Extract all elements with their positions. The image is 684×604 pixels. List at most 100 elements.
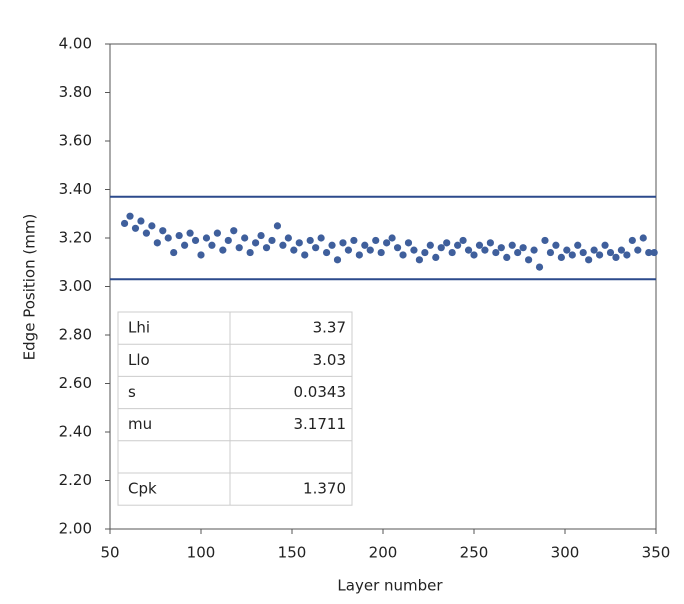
data-point xyxy=(126,212,134,220)
data-point xyxy=(120,219,129,228)
data-point xyxy=(464,246,473,254)
table-value: 3.1711 xyxy=(294,415,347,433)
data-point xyxy=(159,227,167,235)
data-point xyxy=(410,246,418,254)
data-point xyxy=(601,241,609,249)
data-point xyxy=(186,229,194,237)
data-point xyxy=(153,239,161,247)
table-label: s xyxy=(128,383,136,401)
y-tick-label: 4.00 xyxy=(59,35,92,53)
y-tick-label: 2.40 xyxy=(59,423,92,441)
data-point xyxy=(361,241,369,249)
data-point xyxy=(295,239,303,247)
data-point xyxy=(131,224,140,232)
data-point xyxy=(301,251,309,259)
data-point xyxy=(328,241,336,249)
table-value: 3.37 xyxy=(313,319,346,337)
data-point xyxy=(268,236,276,245)
data-point xyxy=(224,236,232,245)
data-point xyxy=(252,239,260,247)
x-tick-label: 150 xyxy=(278,544,307,562)
data-point xyxy=(257,231,265,240)
table-value: 0.0343 xyxy=(294,383,347,401)
data-point xyxy=(568,251,576,259)
data-point xyxy=(563,246,571,254)
x-tick-label: 100 xyxy=(187,544,216,562)
data-point xyxy=(170,248,178,257)
y-tick-label: 3.20 xyxy=(59,229,92,247)
data-point xyxy=(235,244,243,252)
data-point xyxy=(541,236,549,245)
y-tick-label: 2.60 xyxy=(59,374,92,392)
data-point xyxy=(333,256,342,264)
data-point xyxy=(459,236,467,245)
data-point xyxy=(623,251,631,259)
data-point xyxy=(148,222,156,230)
data-point xyxy=(432,253,440,261)
data-point xyxy=(415,256,423,264)
data-point xyxy=(191,236,200,245)
data-point xyxy=(448,248,456,257)
data-point xyxy=(279,241,287,249)
data-point xyxy=(350,236,358,245)
table-label: Lhi xyxy=(128,319,150,337)
data-point xyxy=(230,227,238,235)
x-axis-label: Layer number xyxy=(337,577,443,595)
data-point xyxy=(628,236,636,245)
data-point xyxy=(393,244,402,252)
data-point xyxy=(372,236,380,245)
data-point xyxy=(650,248,658,257)
data-point xyxy=(181,241,189,249)
data-point xyxy=(322,248,331,257)
data-point xyxy=(612,253,620,261)
data-point xyxy=(262,244,271,252)
data-point xyxy=(634,246,642,254)
data-point xyxy=(355,251,363,259)
data-point xyxy=(557,253,565,261)
data-point xyxy=(377,248,385,257)
data-point xyxy=(306,236,314,245)
table-value: 3.03 xyxy=(313,351,346,369)
data-point xyxy=(290,246,298,254)
data-point xyxy=(497,244,505,252)
y-tick-label: 2.80 xyxy=(59,326,92,344)
data-point xyxy=(142,229,150,237)
data-point xyxy=(246,248,254,257)
y-tick-label: 2.00 xyxy=(59,520,92,538)
data-point xyxy=(273,222,282,230)
data-point xyxy=(164,234,172,242)
data-point xyxy=(197,251,205,259)
data-point xyxy=(399,251,407,259)
data-point xyxy=(339,239,347,247)
y-tick-label: 3.80 xyxy=(59,83,92,101)
data-point xyxy=(508,241,516,249)
data-point xyxy=(470,251,478,259)
data-point xyxy=(590,246,598,254)
x-tick-label: 350 xyxy=(642,544,671,562)
data-point xyxy=(514,248,522,257)
y-tick-label: 2.20 xyxy=(59,471,92,489)
data-point xyxy=(639,234,647,242)
data-point xyxy=(552,241,560,249)
data-point xyxy=(137,217,145,225)
table-label: Llo xyxy=(128,351,150,369)
data-point xyxy=(574,241,582,249)
data-point xyxy=(383,239,391,247)
x-tick-label: 50 xyxy=(100,544,119,562)
data-point xyxy=(404,239,413,247)
x-tick-label: 250 xyxy=(460,544,489,562)
data-point xyxy=(437,244,445,252)
table-label: Cpk xyxy=(128,480,157,498)
data-point xyxy=(486,239,494,247)
data-point xyxy=(492,248,500,257)
data-point xyxy=(366,246,374,254)
table-label: mu xyxy=(128,415,152,433)
data-point xyxy=(585,256,593,264)
data-point xyxy=(312,244,320,252)
data-point xyxy=(645,248,653,257)
data-point xyxy=(317,234,325,242)
data-point xyxy=(388,234,396,242)
data-point xyxy=(175,231,183,240)
data-point xyxy=(426,241,434,249)
